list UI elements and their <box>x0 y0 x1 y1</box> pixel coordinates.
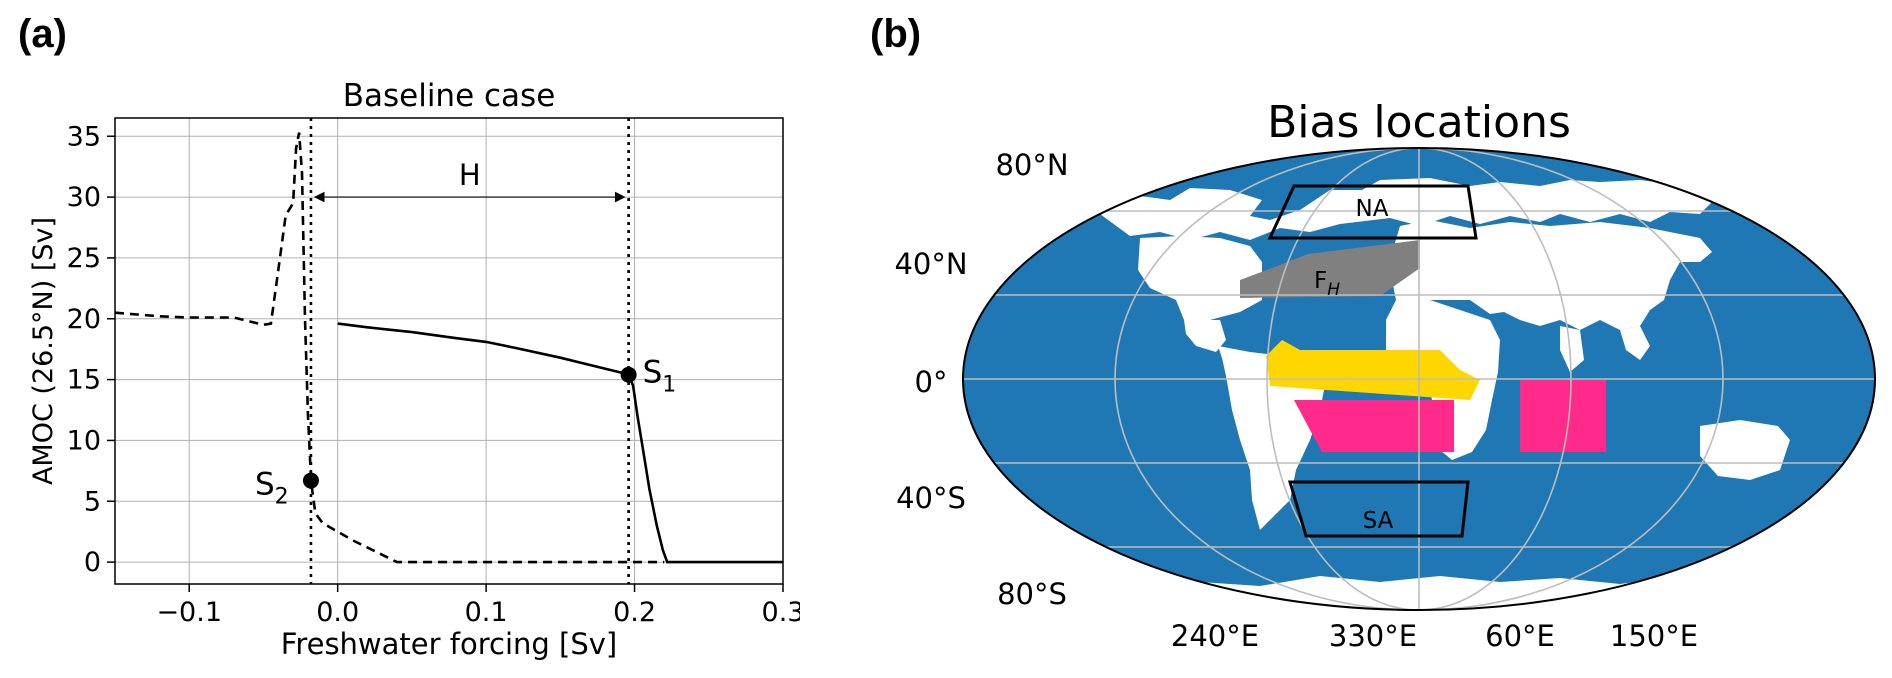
central-america <box>1184 320 1226 352</box>
plot-frame <box>114 117 784 585</box>
x-tick-label: 0.3 <box>762 597 800 628</box>
point-marker <box>620 366 637 383</box>
point-marker <box>302 472 319 489</box>
india <box>1560 326 1584 372</box>
region-fh <box>1240 240 1420 298</box>
lat-label-40s: 40°S <box>896 481 966 515</box>
ticks: −0.1 0.0 0.1 0.2 0.3 0 5 10 15 20 25 30 35 <box>67 121 800 628</box>
panel-label-a: (a) <box>18 12 67 56</box>
series-group <box>115 118 783 584</box>
y-tick-label: 25 <box>67 243 101 274</box>
arctic-land <box>1100 178 1712 240</box>
australia <box>1700 420 1790 480</box>
y-axis-label: AMOC (26.5°N) [Sv] <box>28 217 59 485</box>
y-tick-label: 15 <box>67 365 101 396</box>
y-tick-label: 30 <box>67 182 101 213</box>
south-america <box>1218 346 1326 530</box>
lon-label-60e: 60°E <box>1485 619 1555 653</box>
chart-title: Baseline case <box>343 78 556 114</box>
point-label: S2 <box>255 467 289 510</box>
point-label: S1 <box>643 355 677 398</box>
lat-label-80n: 80°N <box>995 148 1068 182</box>
hysteresis-label: H <box>459 158 481 192</box>
lat-label-0: 0° <box>915 365 948 399</box>
graticule <box>963 148 1875 610</box>
north-america <box>1138 236 1262 320</box>
x-tick-label: 0.1 <box>465 597 508 628</box>
x-axis-label: Freshwater forcing [Sv] <box>281 627 617 661</box>
antarctica <box>1140 576 1780 610</box>
amoc-hysteresis-chart: −0.1 0.0 0.1 0.2 0.3 0 5 10 15 20 25 30 35 H S1 S2 Bas… <box>28 78 800 661</box>
lat-label-40n: 40°N <box>894 247 967 281</box>
region-south-atlantic-africa <box>1294 400 1454 452</box>
region-label-fh: FH <box>1314 268 1340 300</box>
eurasia <box>1390 220 1712 330</box>
land <box>1100 178 1790 610</box>
y-tick-label: 20 <box>67 304 101 335</box>
ocean <box>963 148 1875 610</box>
region-na <box>1267 184 1478 240</box>
lon-label-150e: 150°E <box>1610 619 1698 653</box>
x-tick-label: 0.2 <box>613 597 656 628</box>
region-label-na: NA <box>1356 196 1389 222</box>
globe-content <box>963 148 1875 610</box>
se-asia <box>1620 326 1650 360</box>
region-indian-ocean <box>1520 380 1606 452</box>
y-tick-label: 35 <box>67 121 101 152</box>
globe-outline <box>962 147 1876 611</box>
y-tick-label: 10 <box>67 425 101 456</box>
series-dashed-line <box>115 132 665 564</box>
lon-label-240e: 240°E <box>1171 619 1259 653</box>
lon-label-330e: 330°E <box>1329 619 1417 653</box>
region-label-sa: SA <box>1363 508 1394 534</box>
series-solid-line <box>337 322 783 564</box>
region-sa <box>1287 480 1470 538</box>
annotations: H S1 S2 <box>255 158 676 509</box>
panel-label-b: (b) <box>870 12 922 56</box>
y-tick-label: 5 <box>84 486 101 517</box>
y-tick-label: 0 <box>84 547 101 578</box>
x-tick-label: −0.1 <box>156 597 222 628</box>
region-tropical-atlantic <box>1266 340 1480 400</box>
grid <box>115 118 784 584</box>
africa <box>1386 300 1500 460</box>
x-tick-label: 0.0 <box>316 597 359 628</box>
lat-label-80s: 80°S <box>997 577 1067 611</box>
map-title: Bias locations <box>1267 97 1571 148</box>
